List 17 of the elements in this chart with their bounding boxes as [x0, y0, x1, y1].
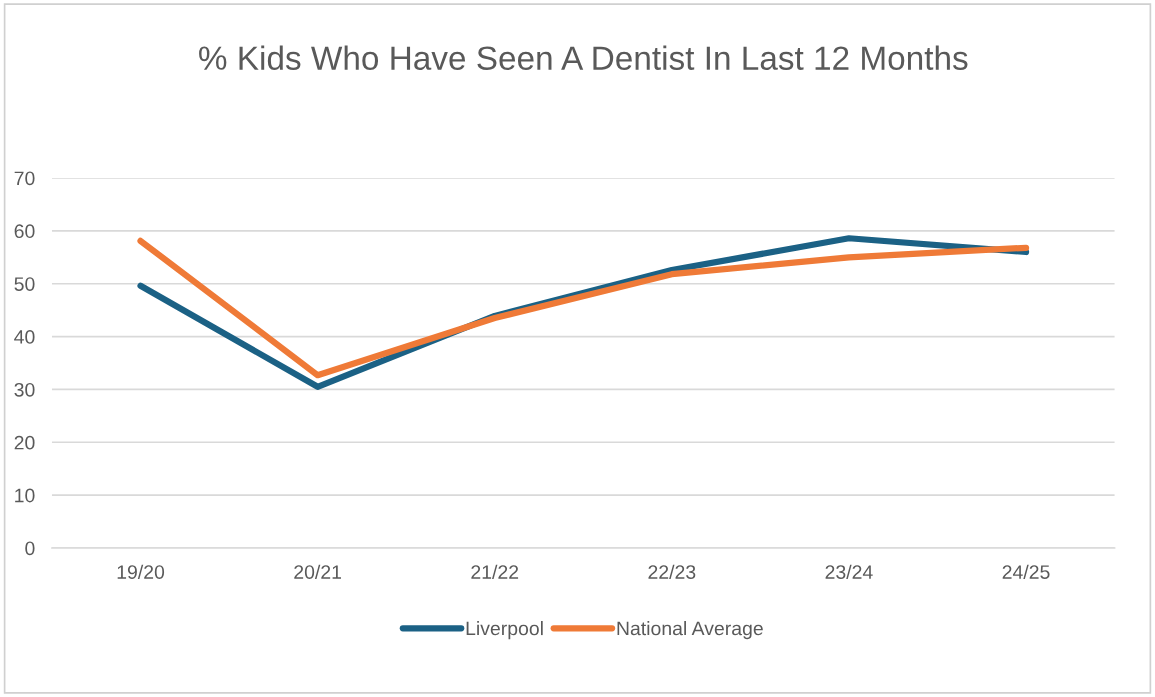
y-tick-label: 10	[15, 488, 35, 503]
x-tick-label: 23/24	[825, 564, 873, 579]
y-tick-label: 50	[14, 277, 35, 291]
x-tick-label: 24/25	[1002, 564, 1050, 579]
y-tick-label: 70	[14, 171, 35, 186]
y-tick-label: 0	[25, 541, 35, 556]
x-tick-label: 21/22	[471, 564, 519, 579]
legend-label: National Average	[617, 621, 763, 640]
y-tick-label: 20	[14, 435, 35, 450]
y-tick-label: 40	[14, 330, 35, 344]
x-tick-label: 20/21	[294, 564, 342, 579]
x-tick-label: 19/20	[117, 564, 165, 579]
chart-title: % Kids Who Have Seen A Dentist In Last 12 Months	[199, 45, 968, 70]
y-tick-label: 60	[14, 224, 35, 239]
legend-label: Liverpool	[466, 621, 543, 640]
y-tick-label: 30	[14, 382, 35, 397]
x-tick-label: 22/23	[648, 564, 696, 579]
